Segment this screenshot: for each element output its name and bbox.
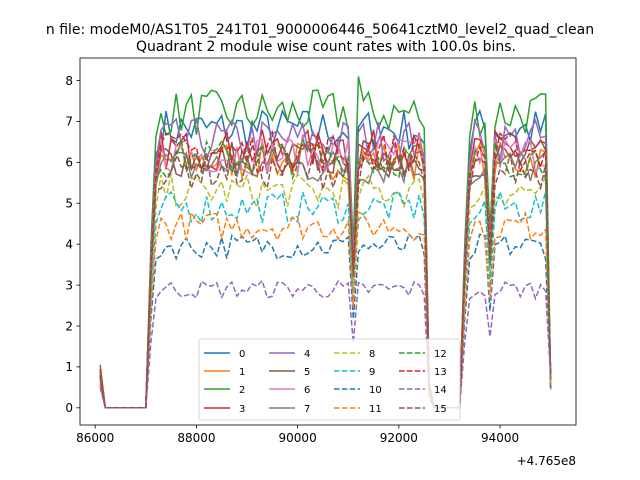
series-line-4 bbox=[99, 117, 552, 409]
legend-label-8: 8 bbox=[369, 349, 375, 360]
legend-label-0: 0 bbox=[239, 349, 245, 360]
figure-suptitle: n file: modeM0/AS1T05_241T01_9000006446_… bbox=[46, 22, 594, 38]
legend-label-9: 9 bbox=[369, 367, 375, 378]
y-tick-label: 0 bbox=[65, 401, 73, 415]
series-line-9 bbox=[99, 189, 552, 409]
legend-label-3: 3 bbox=[239, 404, 245, 415]
series-line-6 bbox=[99, 133, 552, 409]
axes-frame bbox=[79, 57, 577, 426]
legend-label-1: 1 bbox=[239, 367, 245, 378]
series-line-5 bbox=[99, 138, 552, 409]
y-tick-label: 5 bbox=[65, 197, 73, 211]
legend-label-10: 10 bbox=[369, 385, 382, 396]
legend-label-12: 12 bbox=[434, 349, 447, 360]
legend-label-4: 4 bbox=[304, 349, 310, 360]
series-line-0 bbox=[99, 108, 552, 409]
y-tick-label: 7 bbox=[65, 115, 73, 129]
legend-label-5: 5 bbox=[304, 367, 310, 378]
series-line-15 bbox=[99, 149, 552, 409]
y-axis: 0 1 2 3 4 5 6 7 8 bbox=[65, 74, 80, 415]
x-tick-label: 86000 bbox=[76, 431, 114, 445]
y-tick-label: 1 bbox=[65, 360, 73, 374]
x-tick-label: 94000 bbox=[481, 431, 519, 445]
chart-title: Quadrant 2 module wise count rates with … bbox=[136, 39, 516, 55]
legend-label-13: 13 bbox=[434, 367, 447, 378]
series-line-13 bbox=[99, 129, 552, 409]
series-line-14 bbox=[99, 279, 552, 409]
legend-label-2: 2 bbox=[239, 385, 245, 396]
series-line-2 bbox=[99, 76, 552, 409]
y-tick-label: 2 bbox=[65, 319, 73, 333]
x-tick-label: 90000 bbox=[279, 431, 317, 445]
legend-label-11: 11 bbox=[369, 404, 382, 415]
legend-label-15: 15 bbox=[434, 404, 447, 415]
series-line-10 bbox=[99, 232, 552, 409]
x-offset-label: +4.765e8 bbox=[517, 454, 576, 468]
x-axis: 86000 88000 90000 92000 94000 bbox=[76, 425, 519, 445]
y-tick-label: 8 bbox=[65, 74, 73, 88]
series-line-11 bbox=[99, 210, 552, 409]
y-tick-label: 6 bbox=[65, 156, 73, 170]
legend-label-6: 6 bbox=[304, 385, 310, 396]
y-tick-label: 4 bbox=[65, 237, 73, 251]
series-layer bbox=[99, 76, 552, 409]
series-line-8 bbox=[99, 172, 552, 409]
legend-frame bbox=[198, 338, 461, 421]
legend-label-7: 7 bbox=[304, 404, 310, 415]
x-tick-label: 88000 bbox=[177, 431, 215, 445]
x-tick-label: 92000 bbox=[380, 431, 418, 445]
y-tick-label: 3 bbox=[65, 278, 73, 292]
plot-area bbox=[79, 57, 577, 426]
legend-label-14: 14 bbox=[434, 385, 447, 396]
